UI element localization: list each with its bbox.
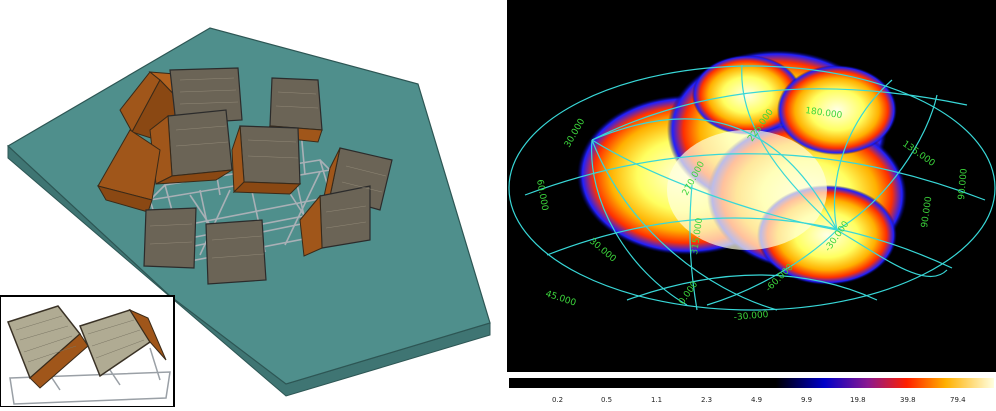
colorbar [509, 378, 994, 388]
cad-rendering-panel [0, 0, 500, 408]
detector-module-icon [299, 185, 371, 257]
grid-label-lat-90: 90.000 [957, 168, 970, 201]
detector-module-icon [143, 207, 197, 269]
colorbar-tick: 79.4 [950, 396, 966, 404]
cad-rendering [0, 27, 491, 408]
detector-module-icon [205, 219, 267, 285]
module-grid-pattern [149, 77, 387, 259]
colorbar-tick: 4.9 [751, 396, 762, 404]
detector-module-icon [149, 109, 233, 185]
colorbar-tick: 1.1 [651, 396, 662, 404]
colorbar-tick: 0.2 [552, 396, 563, 404]
inset-detail [0, 295, 175, 408]
colorbar-ticks: 0.2 0.5 1.1 2.3 4.9 9.9 19.8 39.8 79.4 [552, 396, 966, 404]
sky-map-panel: 180.000 225.000 270.000 315.000 135.000 … [507, 0, 996, 407]
colorbar-tick: 2.3 [701, 396, 712, 404]
colorbar-tick: 39.8 [900, 396, 916, 404]
grid-label-lon-90: 90.000 [920, 196, 934, 229]
colorbar-tick: 0.5 [601, 396, 612, 404]
grid-label-lat-m30: -30.000 [733, 310, 769, 323]
sky-map: 180.000 225.000 270.000 315.000 135.000 … [507, 0, 996, 404]
coordinate-grid [508, 64, 996, 311]
detector-module-icon [231, 125, 302, 195]
colorbar-tick: 9.9 [801, 396, 812, 404]
colorbar-tick: 19.8 [850, 396, 866, 404]
